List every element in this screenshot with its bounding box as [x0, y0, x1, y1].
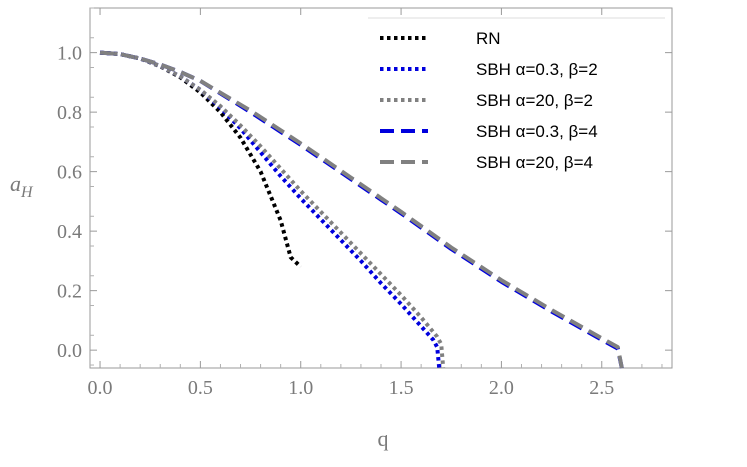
- legend-label-2: SBH α=0.3, β=2: [476, 60, 598, 79]
- y-axis-label: aH: [10, 171, 34, 201]
- x-tick-label: 1.0: [288, 377, 313, 399]
- y-tick-label: 0.4: [57, 221, 82, 243]
- y-axis-label-main: a: [10, 171, 21, 196]
- series-line-1: [99, 50, 303, 269]
- legend-label-1: RN: [476, 29, 501, 48]
- legend-label-3: SBH α=20, β=2: [476, 91, 593, 110]
- x-tick-label: 1.5: [389, 377, 414, 399]
- series-line-5: [99, 50, 624, 369]
- y-axis-label-subscript: H: [20, 184, 34, 201]
- y-tick-label: 0.6: [57, 162, 82, 184]
- y-tick-label: 0.2: [57, 281, 82, 303]
- legend-label-5: SBH α=20, β=4: [476, 153, 593, 172]
- series-line-3: [99, 50, 446, 369]
- x-axis-label: q: [378, 426, 389, 451]
- legend: RN SBH α=0.3, β=2 SBH α=20, β=2 SBH α=0.3, …: [368, 17, 665, 172]
- legend-label-4: SBH α=0.3, β=4: [476, 122, 598, 141]
- x-tick-label: 0.5: [188, 377, 213, 399]
- x-tick-label: 0.0: [88, 377, 113, 399]
- x-axis-ticks: 0.0 0.5 1.0 1.5 2.0 2.5: [88, 8, 663, 399]
- series-layer: [99, 50, 624, 369]
- x-tick-label: 2.5: [589, 377, 614, 399]
- y-axis-ticks: 0.0 0.2 0.4 0.6 0.8 1.0: [57, 7, 672, 366]
- y-tick-label: 0.0: [57, 340, 82, 362]
- y-tick-label: 1.0: [57, 43, 82, 65]
- y-tick-label: 0.8: [57, 102, 82, 124]
- x-tick-label: 2.0: [489, 377, 514, 399]
